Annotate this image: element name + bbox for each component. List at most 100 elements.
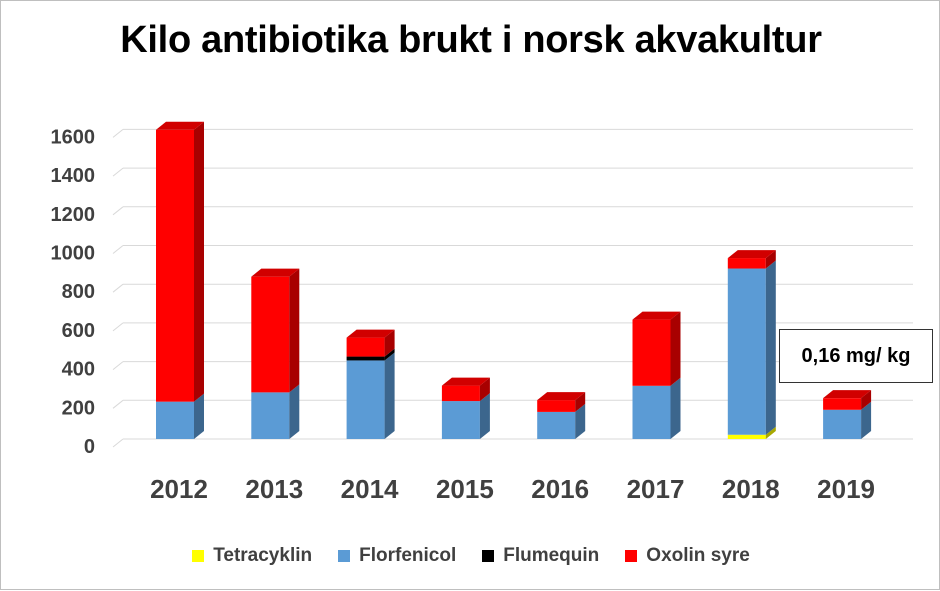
bar-side: [384, 348, 395, 361]
bar-top: [823, 390, 872, 399]
bar-2014-oxolin-syre: [346, 329, 395, 357]
bar-front: [727, 258, 766, 269]
bar-front: [727, 434, 766, 439]
legend-label: Florfenicol: [359, 545, 457, 566]
bar-2012-florfenicol: [156, 393, 204, 439]
gridline-diagonal: [112, 129, 124, 138]
bar-side: [194, 121, 204, 402]
bar-top: [156, 121, 204, 130]
bar-side: [765, 260, 776, 435]
gridline-diagonal: [112, 438, 124, 448]
bar-2016-florfenicol: [537, 403, 586, 439]
bar-front: [156, 401, 194, 439]
y-tick-label: 1600: [51, 126, 96, 148]
gridline-diagonal: [112, 167, 124, 177]
gridline-diagonal: [112, 206, 124, 216]
bar-front: [823, 398, 862, 410]
x-tick-label: 2014: [341, 474, 399, 504]
y-tick-label: 0: [84, 436, 95, 458]
grid-layer: [112, 128, 913, 448]
annotation-box: 0,16 mg/ kg: [779, 329, 933, 383]
x-tick-label: 2016: [531, 474, 589, 504]
x-tick-label: 2015: [436, 474, 494, 504]
bar-2013-oxolin-syre: [251, 268, 300, 393]
gridline-diagonal: [112, 322, 124, 332]
legend: Tetracyklin Florfenicol Flumequin Oxolin sy…: [1, 545, 940, 567]
bar-side: [384, 352, 395, 439]
bar-side: [765, 250, 776, 269]
y-tick-label: 1400: [51, 165, 96, 187]
legend-item-florfenicol: Florfenicol: [338, 545, 456, 567]
bar-2018-oxolin-syre: [727, 250, 776, 269]
bar-side: [670, 377, 681, 439]
gridline-diagonal: [112, 399, 124, 409]
bar-front: [346, 360, 385, 439]
x-tick-label: 2012: [150, 474, 208, 504]
bar-side: [575, 392, 586, 412]
bar-side: [194, 393, 204, 439]
bar-side: [861, 390, 872, 410]
y-tick-label: 800: [62, 281, 95, 303]
gridline-diagonal: [112, 361, 124, 370]
bar-side: [384, 329, 395, 357]
bar-2015-florfenicol: [441, 393, 490, 439]
x-tick-label: 2019: [817, 474, 875, 504]
legend-swatch: [625, 550, 638, 562]
bar-front: [823, 409, 862, 439]
legend-item-tetracyklin: Tetracyklin: [192, 545, 312, 567]
bar-2018-florfenicol: [727, 260, 776, 435]
bar-front: [441, 401, 480, 439]
bar-side: [861, 401, 872, 439]
bar-top: [441, 377, 490, 386]
y-tick-label: 1200: [51, 204, 96, 226]
y-tick-label: 400: [62, 359, 95, 381]
bar-2017-florfenicol: [632, 377, 681, 439]
x-tick-label: 2017: [627, 474, 685, 504]
bar-front: [346, 337, 385, 357]
bar-side: [289, 268, 300, 393]
bar-top: [727, 250, 776, 259]
bar-front: [251, 392, 290, 439]
bar-front: [537, 400, 576, 412]
bar-front: [632, 319, 671, 386]
chart-title: Kilo antibiotika brukt i norsk akvakultu…: [120, 19, 822, 61]
bar-side: [479, 377, 490, 402]
x-axis-ticks: 2012 2013 2014 2015 2016 2017 2018 2019: [150, 474, 875, 504]
y-tick-label: 200: [62, 397, 95, 419]
bar-top: [346, 329, 395, 338]
x-tick-label: 2018: [722, 474, 780, 504]
bar-front: [441, 385, 480, 402]
legend-item-oxolin-syre: Oxolin syre: [625, 545, 750, 567]
bars-layer: [156, 121, 872, 439]
y-tick-label: 600: [62, 320, 95, 342]
bar-side: [670, 311, 681, 386]
legend-swatch: [482, 550, 495, 562]
bar-2012-oxolin-syre: [156, 121, 204, 402]
bar-top: [251, 268, 300, 277]
bar-front: [346, 356, 385, 361]
y-axis-ticks: 0 200 400 600 800 1000 1200 1400 1600: [51, 126, 96, 458]
legend-label: Flumequin: [503, 545, 600, 566]
bar-side: [765, 426, 776, 439]
bar-2014-flumequin: [346, 348, 395, 361]
bar-front: [251, 276, 290, 393]
x-tick-label: 2013: [245, 474, 303, 504]
y-tick-label: 1000: [51, 243, 96, 265]
bar-2016-oxolin-syre: [537, 392, 586, 412]
bar-side: [289, 384, 300, 439]
bar-2013-florfenicol: [251, 384, 300, 439]
bar-2014-florfenicol: [346, 352, 395, 439]
bar-front: [632, 385, 671, 439]
gridline-diagonal: [112, 283, 124, 293]
bar-2017-oxolin-syre: [632, 311, 681, 386]
bar-side: [479, 393, 490, 439]
bar-2019-oxolin-syre: [823, 390, 872, 410]
bar-front: [727, 268, 766, 435]
legend-label: Oxolin syre: [646, 545, 750, 566]
bar-2018-tetracyklin: [727, 426, 776, 439]
bar-side: [575, 403, 586, 439]
gridline-diagonal: [112, 245, 124, 254]
bar-front: [156, 129, 194, 402]
legend-swatch: [192, 550, 205, 562]
